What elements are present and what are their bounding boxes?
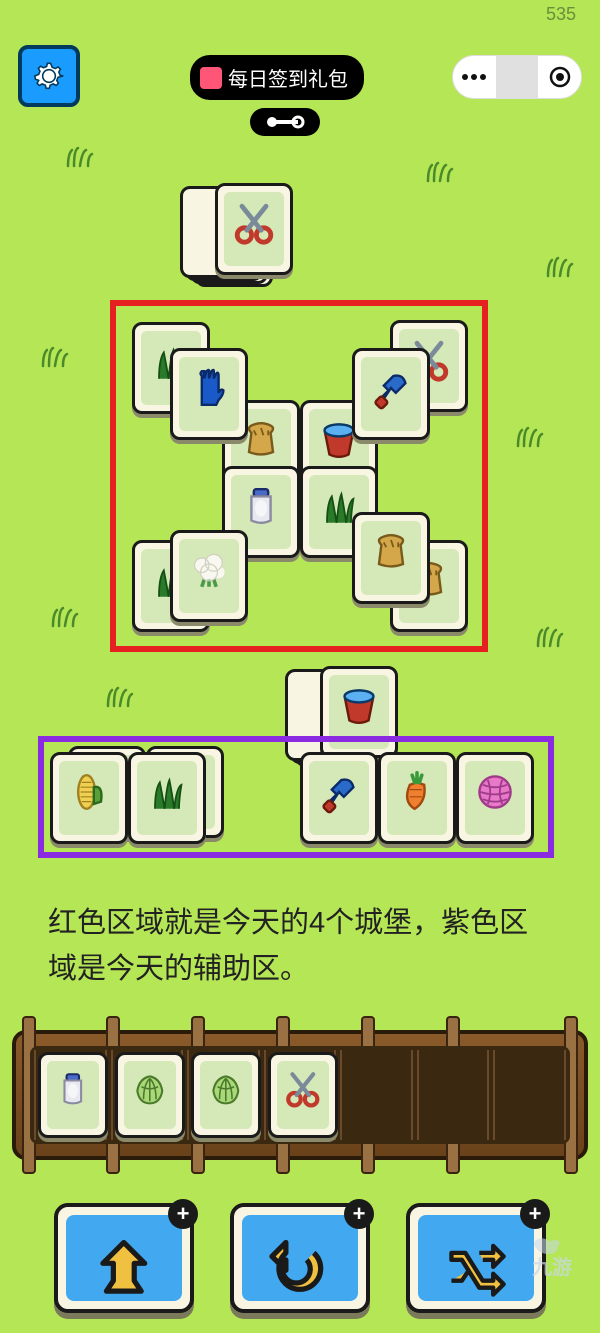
settings-button[interactable] — [18, 45, 80, 107]
tile-jar — [38, 1052, 108, 1138]
tile-cabbage — [191, 1052, 261, 1138]
wx-menu-close[interactable] — [538, 56, 581, 98]
grass-decoration — [60, 140, 100, 170]
caption-text: 红色区域就是今天的4个城堡，紫色区域是今天的辅助区。 — [48, 900, 552, 993]
tray-slot — [493, 1050, 566, 1140]
wx-capsule — [452, 55, 582, 99]
cabbage-icon — [129, 1068, 171, 1122]
power-button-row: + + + — [0, 1203, 600, 1313]
tray-slot — [111, 1050, 184, 1140]
checkin-label: 每日签到礼包 — [228, 63, 348, 92]
tile-cabbage — [115, 1052, 185, 1138]
svg-text:九游: 九游 — [531, 1255, 572, 1278]
jar-icon — [52, 1068, 94, 1122]
grass-decoration — [540, 250, 580, 280]
tile-stack[interactable] — [195, 195, 273, 287]
tile-scissors — [268, 1052, 338, 1138]
scissors-icon — [282, 1068, 324, 1122]
grass-decoration — [510, 420, 550, 450]
grass-decoration — [35, 340, 75, 370]
grass-decoration — [420, 155, 460, 185]
tile-scissors[interactable] — [215, 183, 293, 275]
divider — [496, 56, 539, 98]
power-shuffle[interactable]: + — [406, 1203, 546, 1313]
undo-icon — [265, 1232, 335, 1284]
tile-trowel[interactable] — [352, 348, 430, 440]
tray-slot — [187, 1050, 260, 1140]
cabbage-icon — [205, 1068, 247, 1122]
gear-icon — [30, 57, 68, 95]
purple-highlight-box — [38, 736, 554, 858]
wx-menu-more[interactable] — [453, 56, 496, 98]
tray-slot — [34, 1050, 107, 1140]
tray-slot — [340, 1050, 413, 1140]
tray-slot — [417, 1050, 490, 1140]
top-bar: 每日签到礼包 — [0, 20, 600, 100]
scissors-icon — [230, 199, 278, 258]
bucket-icon — [335, 682, 383, 741]
checkin-button[interactable]: 每日签到礼包 — [190, 55, 364, 100]
watermark: 九游 — [528, 1234, 592, 1283]
grass-decoration — [45, 600, 85, 630]
power-up[interactable]: + — [54, 1203, 194, 1313]
tile-bread[interactable] — [352, 512, 430, 604]
bread-icon — [367, 528, 415, 587]
power-undo[interactable]: + — [230, 1203, 370, 1313]
tile-glove[interactable] — [170, 348, 248, 440]
collection-tray — [12, 1030, 588, 1160]
grass-decoration — [530, 620, 570, 650]
gift-icon — [200, 67, 222, 89]
grass-decoration — [100, 680, 140, 710]
shuffle-icon — [441, 1232, 511, 1284]
trowel-icon — [367, 364, 415, 423]
plus-badge: + — [344, 1199, 374, 1229]
arrow-up-icon — [89, 1232, 159, 1284]
plus-badge: + — [520, 1199, 550, 1229]
tile-cauliflower[interactable] — [170, 530, 248, 622]
tray-slot — [264, 1050, 337, 1140]
glove-icon — [185, 364, 233, 423]
plus-badge: + — [168, 1199, 198, 1229]
capsule-indicator — [250, 108, 320, 136]
cauliflower-icon — [185, 546, 233, 605]
